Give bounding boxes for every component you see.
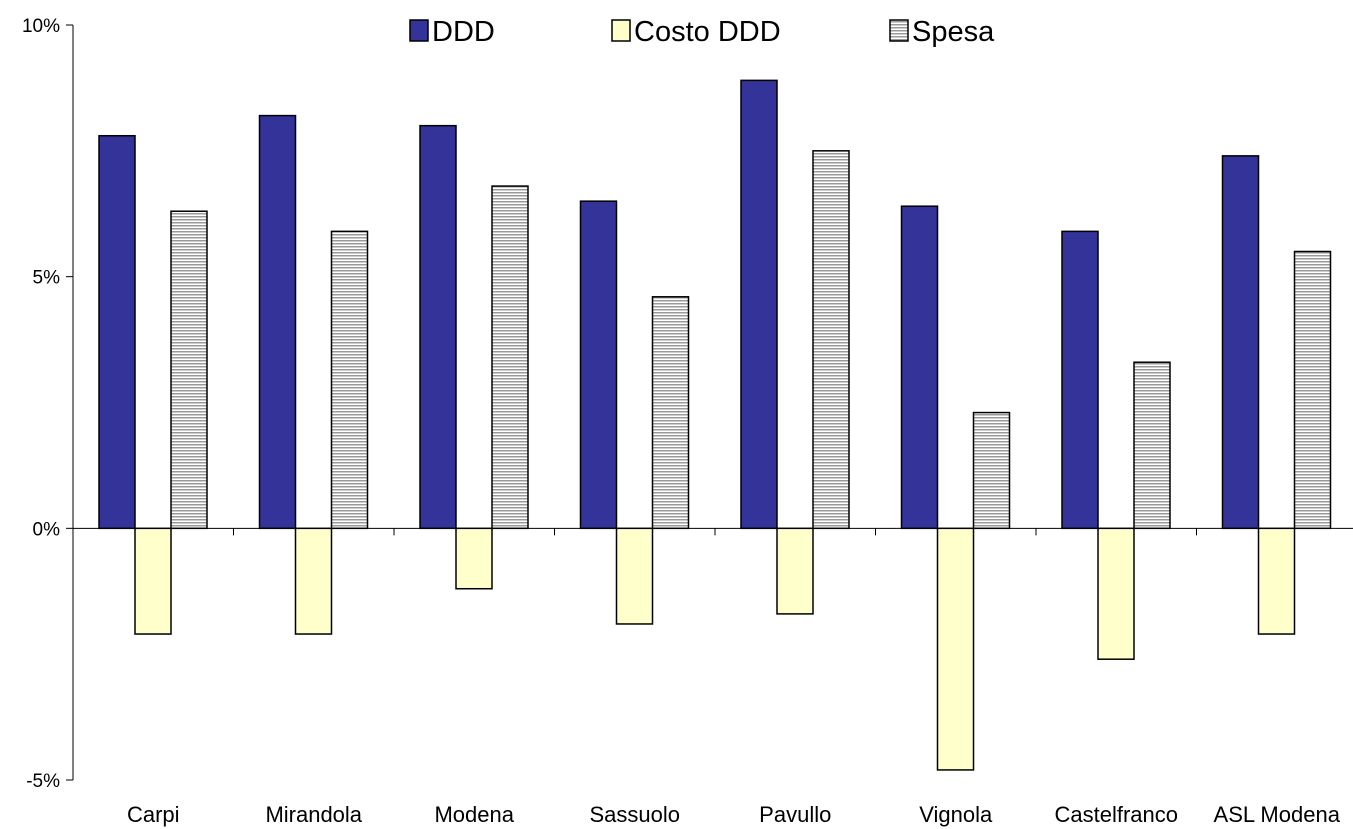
bar-spesa-mirandola bbox=[330, 230, 369, 530]
bar-spesa-sassuolo bbox=[651, 296, 690, 530]
bar-ddd-modena bbox=[419, 124, 457, 530]
x-tick-label: Mirandola bbox=[265, 802, 362, 827]
bar-costo-ddd-asl-modena bbox=[1257, 527, 1296, 635]
y-axis: -5% 0% 5% 10% bbox=[22, 16, 74, 792]
y-tick-label: 5% bbox=[33, 268, 61, 289]
legend-swatch-ddd bbox=[409, 19, 429, 42]
x-tick-label: Carpi bbox=[127, 802, 180, 827]
x-tick-label: ASL Modena bbox=[1214, 802, 1341, 827]
bar-ddd-pavullo bbox=[740, 79, 778, 530]
bar-spesa-carpi bbox=[170, 210, 208, 530]
bar-ddd-mirandola bbox=[258, 114, 297, 530]
legend-swatch-costo-ddd bbox=[611, 19, 631, 42]
x-axis: Carpi Mirandola Modena Sassuolo Pavullo Vigno… bbox=[73, 527, 1353, 827]
bar-ddd-castelfranco bbox=[1061, 230, 1099, 530]
bar-costo-ddd-castelfranco bbox=[1097, 527, 1135, 660]
plot-area bbox=[98, 79, 1332, 771]
bar-costo-ddd-modena bbox=[455, 527, 493, 590]
legend-label-spesa: Spesa bbox=[912, 16, 995, 48]
bar-ddd-vignola bbox=[900, 205, 939, 530]
x-tick-label: Castelfranco bbox=[1054, 802, 1178, 827]
bar-spesa-pavullo bbox=[812, 150, 850, 530]
y-tick-label: -5% bbox=[26, 771, 60, 792]
x-tick-label: Sassuolo bbox=[589, 802, 680, 827]
legend: DDD Costo DDD Spesa bbox=[409, 16, 995, 48]
legend-label-costo-ddd: Costo DDD bbox=[634, 16, 781, 48]
bar-spesa-vignola bbox=[972, 411, 1011, 530]
legend-label-ddd: DDD bbox=[432, 16, 495, 48]
bar-costo-ddd-mirandola bbox=[294, 527, 333, 635]
bar-ddd-carpi bbox=[98, 134, 136, 530]
bar-costo-ddd-carpi bbox=[134, 527, 172, 635]
bar-spesa-castelfranco bbox=[1133, 361, 1171, 530]
x-tick-label: Pavullo bbox=[759, 802, 831, 827]
bar-spesa-modena bbox=[491, 185, 529, 530]
bar-costo-ddd-vignola bbox=[936, 527, 975, 771]
y-tick-label: 0% bbox=[33, 519, 61, 540]
bar-ddd-sassuolo bbox=[579, 200, 618, 530]
x-tick-label: Vignola bbox=[919, 802, 993, 827]
bar-costo-ddd-sassuolo bbox=[615, 527, 654, 625]
bar-costo-ddd-pavullo bbox=[776, 527, 814, 615]
bar-ddd-asl-modena bbox=[1221, 155, 1260, 530]
x-tick-label: Modena bbox=[434, 802, 514, 827]
bar-spesa-asl-modena bbox=[1293, 250, 1332, 530]
y-tick-label: 10% bbox=[22, 16, 60, 37]
legend-swatch-spesa bbox=[889, 19, 909, 42]
